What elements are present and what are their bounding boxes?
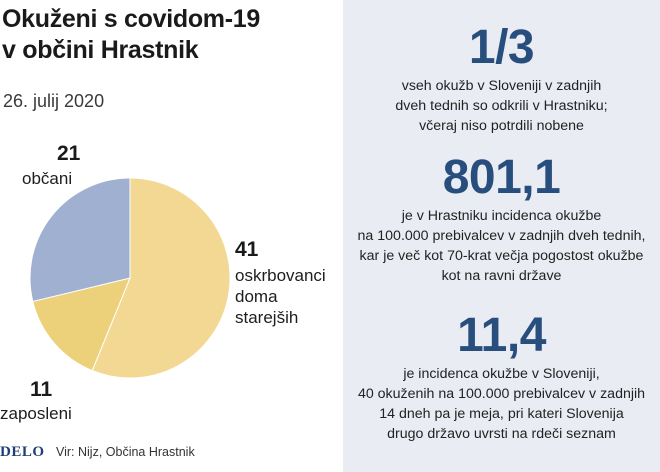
label-zaposleni-value: 11: [30, 378, 53, 401]
date-label: 26. julij 2020: [3, 91, 105, 111]
pie-slice-oskrbovanci: [91, 177, 231, 379]
page-title: Okuženi s covidom-19 v občini Hrastnik: [2, 4, 260, 66]
label-oskrbovanci-line-1: oskrbovanci: [235, 266, 326, 285]
stat-incidence-slovenia-line: 40 okuženih na 100.000 prebivalcev v zad…: [357, 386, 646, 402]
stat-incidence-slovenia-line: drugo državo uvrsti na rdeči seznam: [387, 426, 616, 442]
stat-incidence-hrastnik: 801,1 je v Hrastniku incidenca okužbe na…: [343, 152, 660, 286]
pie-slices: [29, 177, 231, 379]
label-oskrbovanci-text: oskrbovanci doma starejših: [235, 265, 326, 328]
title-line-1: Okuženi s covidom-19: [2, 5, 260, 33]
stat-share-desc: vseh okužb v Sloveniji v zadnjih dveh te…: [343, 76, 660, 136]
stat-incidence-hrastnik-desc: je v Hrastniku incidenca okužbe na 100.0…: [343, 206, 660, 286]
stat-incidence-slovenia: 11,4 je incidenca okužbe v Sloveniji, 40…: [343, 310, 660, 444]
stat-incidence-hrastnik-line: je v Hrastniku incidenca okužbe: [401, 208, 602, 224]
pie-slice-zaposleni: [32, 277, 131, 372]
label-zaposleni-text: zaposleni: [0, 404, 72, 423]
stat-share-line: včeraj niso potrdili nobene: [419, 118, 584, 134]
title-line-2: v občini Hrastnik: [2, 36, 199, 64]
stat-share-line: vseh okužb v Sloveniji v zadnjih: [401, 78, 602, 94]
stat-incidence-slovenia-line: 14 dneh pa je meja, pri kateri Slovenija: [379, 406, 624, 422]
label-zaposleni: 11: [30, 378, 52, 402]
stat-incidence-hrastnik-line: kar je več kot 70-krat večja pogostost o…: [359, 248, 644, 264]
source-footer: DELO Vir: Nijz, Občina Hrastnik: [0, 444, 195, 461]
stat-share-value: 1/3: [468, 21, 535, 74]
label-obcani-value: 21: [57, 142, 81, 165]
label-oskrbovanci-line-2: doma: [235, 287, 278, 306]
pie-slice-obcani: [29, 177, 131, 303]
label-oskrbovanci: 41: [235, 238, 258, 262]
stat-incidence-slovenia-value: 11,4: [457, 309, 546, 362]
stat-incidence-hrastnik-line: na 100.000 prebivalcev v zadnjih dveh te…: [357, 228, 646, 244]
delo-logo: DELO: [0, 444, 45, 460]
stat-share: 1/3 vseh okužb v Sloveniji v zadnjih dve…: [343, 22, 660, 136]
stat-incidence-slovenia-desc: je incidenca okužbe v Sloveniji, 40 okuž…: [343, 364, 660, 444]
pie-chart: [29, 177, 231, 379]
stat-share-line: dveh tednih so odkrili v Hrastniku;: [395, 98, 608, 114]
right-panel: [343, 0, 660, 472]
label-obcani: 21: [57, 142, 80, 166]
source-text: Vir: Nijz, Občina Hrastnik: [56, 445, 195, 459]
label-obcani-text: občani: [22, 169, 73, 188]
label-oskrbovanci-value: 41: [235, 238, 259, 261]
stat-incidence-hrastnik-line: kot na ravni države: [441, 268, 562, 284]
stat-incidence-hrastnik-value: 801,1: [442, 151, 561, 204]
stat-incidence-slovenia-line: je incidenca okužbe v Sloveniji,: [403, 366, 600, 382]
label-oskrbovanci-line-3: starejših: [235, 308, 299, 327]
